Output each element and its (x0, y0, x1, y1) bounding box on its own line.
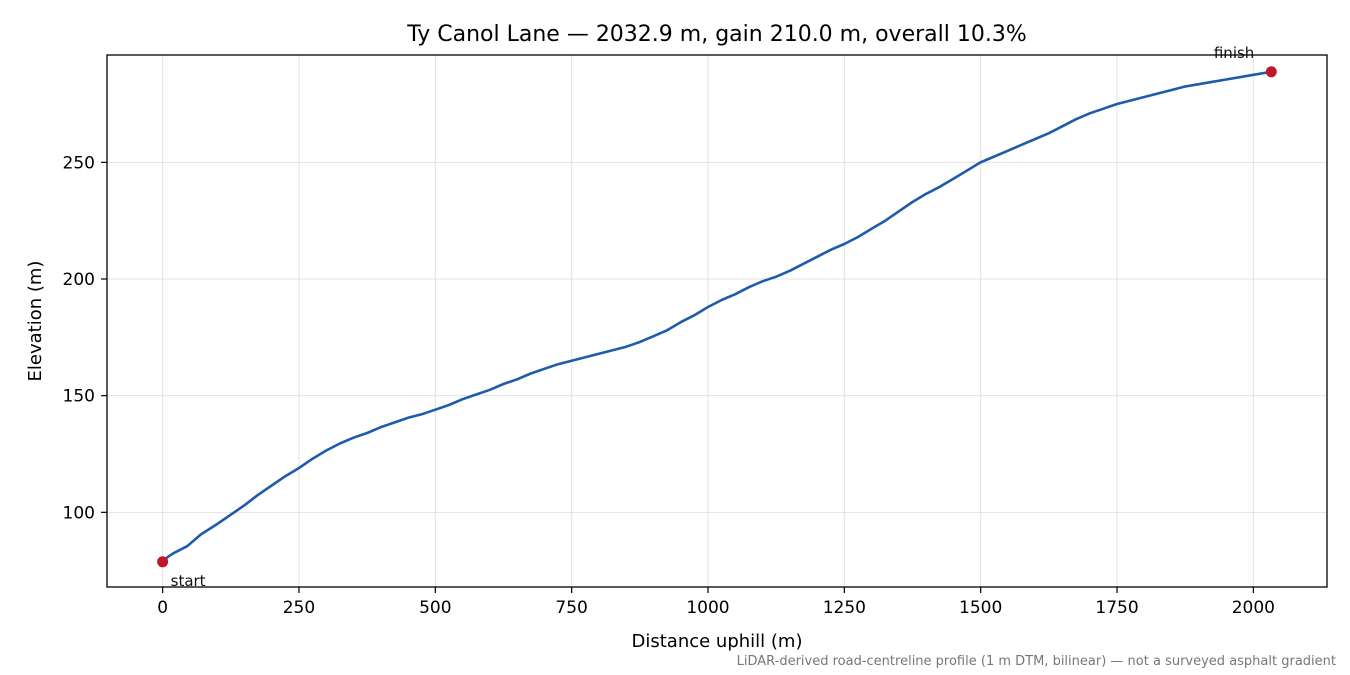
chart-title: Ty Canol Lane — 2032.9 m, gain 210.0 m, … (406, 22, 1027, 47)
finish-label: finish (1214, 44, 1254, 62)
finish-marker (1265, 66, 1277, 78)
y-axis-label: Elevation (m) (25, 261, 46, 382)
plot-frame (106, 54, 1328, 588)
endpoint-markers: start finish (157, 44, 1277, 590)
series-layer (161, 70, 1273, 564)
x-tick-label: 1500 (959, 598, 1002, 618)
x-tick-label: 1000 (686, 598, 729, 618)
y-tick-label: 200 (63, 270, 95, 290)
x-tick-label: 0 (157, 598, 168, 618)
y-tick-label: 100 (63, 503, 95, 523)
x-tick-label: 2000 (1232, 598, 1275, 618)
y-tick-label: 250 (63, 153, 95, 173)
x-tick-label: 500 (419, 598, 451, 618)
x-tick-label: 1750 (1095, 598, 1138, 618)
axis-ticks: 0 250 500 750 1000 1250 1500 1750 2000 100 150 200 2… (63, 153, 1275, 618)
x-tick-label: 1250 (823, 598, 866, 618)
x-tick-label: 250 (283, 598, 315, 618)
y-tick-label: 150 (63, 387, 95, 407)
x-axis-label: Distance uphill (m) (632, 631, 803, 652)
start-label: start (171, 572, 206, 590)
grid-lines (107, 55, 1327, 587)
start-marker (157, 556, 169, 568)
x-tick-label: 750 (555, 598, 587, 618)
elevation-line (161, 70, 1273, 564)
footnote-text: LiDAR-derived road-centreline profile (1… (737, 654, 1336, 669)
